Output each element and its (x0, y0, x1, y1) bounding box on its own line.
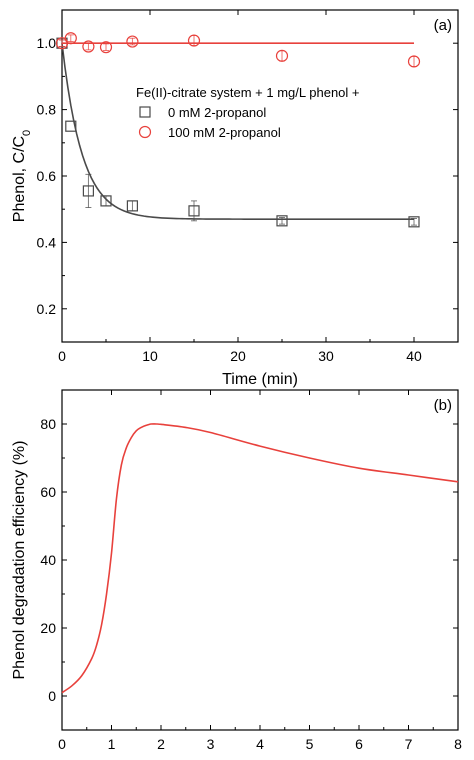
legend-marker-0mM (139, 106, 151, 118)
panel-a-legend: Fe(II)-citrate system + 1 mg/L phenol + 0… (136, 85, 360, 140)
series-100mM-point (99, 41, 113, 54)
legend-title: Fe(II)-citrate system + 1 mg/L phenol + (136, 85, 360, 100)
panel-b-panel-label: (b) (434, 397, 452, 414)
series-100mM-point (64, 32, 77, 45)
panel-b-y-tick-label: 20 (40, 620, 56, 636)
panel-b-axes: 012345678020406080Citrate/Fe(II) molar r… (11, 389, 462, 760)
panel-a-y-axis-title-subscript: 0 (21, 130, 33, 136)
series-100mM-point (126, 35, 139, 48)
panel-a-y-tick-label: 0.6 (37, 168, 57, 184)
panel-b-x-tick-label: 5 (306, 736, 314, 752)
panel-a-y-tick-label: 0.2 (37, 301, 57, 317)
panel-b-y-axis-title: Phenol degradation efficiency (%) (11, 441, 28, 680)
panel-b-x-tick-label: 7 (405, 736, 413, 752)
efficiency-curve (61, 423, 459, 694)
panel-a-x-axis-title: Time (min) (222, 371, 298, 388)
panel-b-x-tick-label: 3 (207, 736, 215, 752)
panel-a-panel-label: (a) (434, 17, 452, 34)
series-0mM-point (408, 216, 420, 228)
panel-a-axes: 0 10 20 30 40 0.2 0.4 0.6 0.8 1.0 Time (min) Phenol… (11, 9, 459, 388)
panel-b-y-tick-label: 0 (48, 688, 56, 704)
legend-marker-100mM (138, 125, 152, 139)
panel-a-x-tick-label: 30 (318, 348, 334, 364)
panel-b-y-tick-label: 80 (40, 416, 56, 432)
series-0mM-point (188, 205, 200, 217)
series-0mM-point (126, 200, 139, 212)
series-0mM-point (276, 215, 288, 227)
series-100mM-point (82, 40, 95, 53)
panel-b-x-tick-label: 2 (157, 736, 165, 752)
series-100mM-point (187, 34, 201, 47)
series-100mM-point (407, 55, 421, 68)
panel-a-y-axis-title: Phenol, C/C0 (11, 130, 33, 222)
panel-a-data (55, 32, 421, 228)
panel-a-y-tick-label: 0.8 (37, 102, 57, 118)
panel-a-plot-frame (61, 9, 459, 343)
series-0mM-point (100, 195, 112, 207)
panel-a-x-tick-label: 20 (230, 348, 246, 364)
panel-b-data (61, 423, 459, 694)
legend-label-0mM: 0 mM 2-propanol (168, 105, 266, 120)
panel-a-y-tick-label: 0.4 (37, 234, 57, 250)
panel-b-x-tick-label: 8 (454, 736, 462, 752)
series-0mM-point (65, 120, 77, 132)
series-100mM-point (275, 49, 289, 62)
panel-b-y-tick-label: 60 (40, 484, 56, 500)
panel-a-y-tick-label: 1.0 (37, 35, 57, 51)
panel-a-x-tick-label: 10 (142, 348, 158, 364)
panel-a-x-tick-label: 40 (406, 348, 422, 364)
panel-b-x-tick-label: 4 (256, 736, 264, 752)
panel-b-x-tick-label: 1 (108, 736, 116, 752)
panel-b-x-tick-label: 6 (355, 736, 363, 752)
series-0mM-fit-curve (61, 43, 414, 220)
panel-a-x-tick-label: 0 (58, 348, 66, 364)
legend-label-100mM: 100 mM 2-propanol (168, 125, 281, 140)
series-0mM-point (82, 185, 95, 197)
panel-b-x-tick-label: 0 (58, 736, 66, 752)
panel-b-y-tick-label: 40 (40, 552, 56, 568)
panel-b-plot-frame (61, 389, 459, 731)
